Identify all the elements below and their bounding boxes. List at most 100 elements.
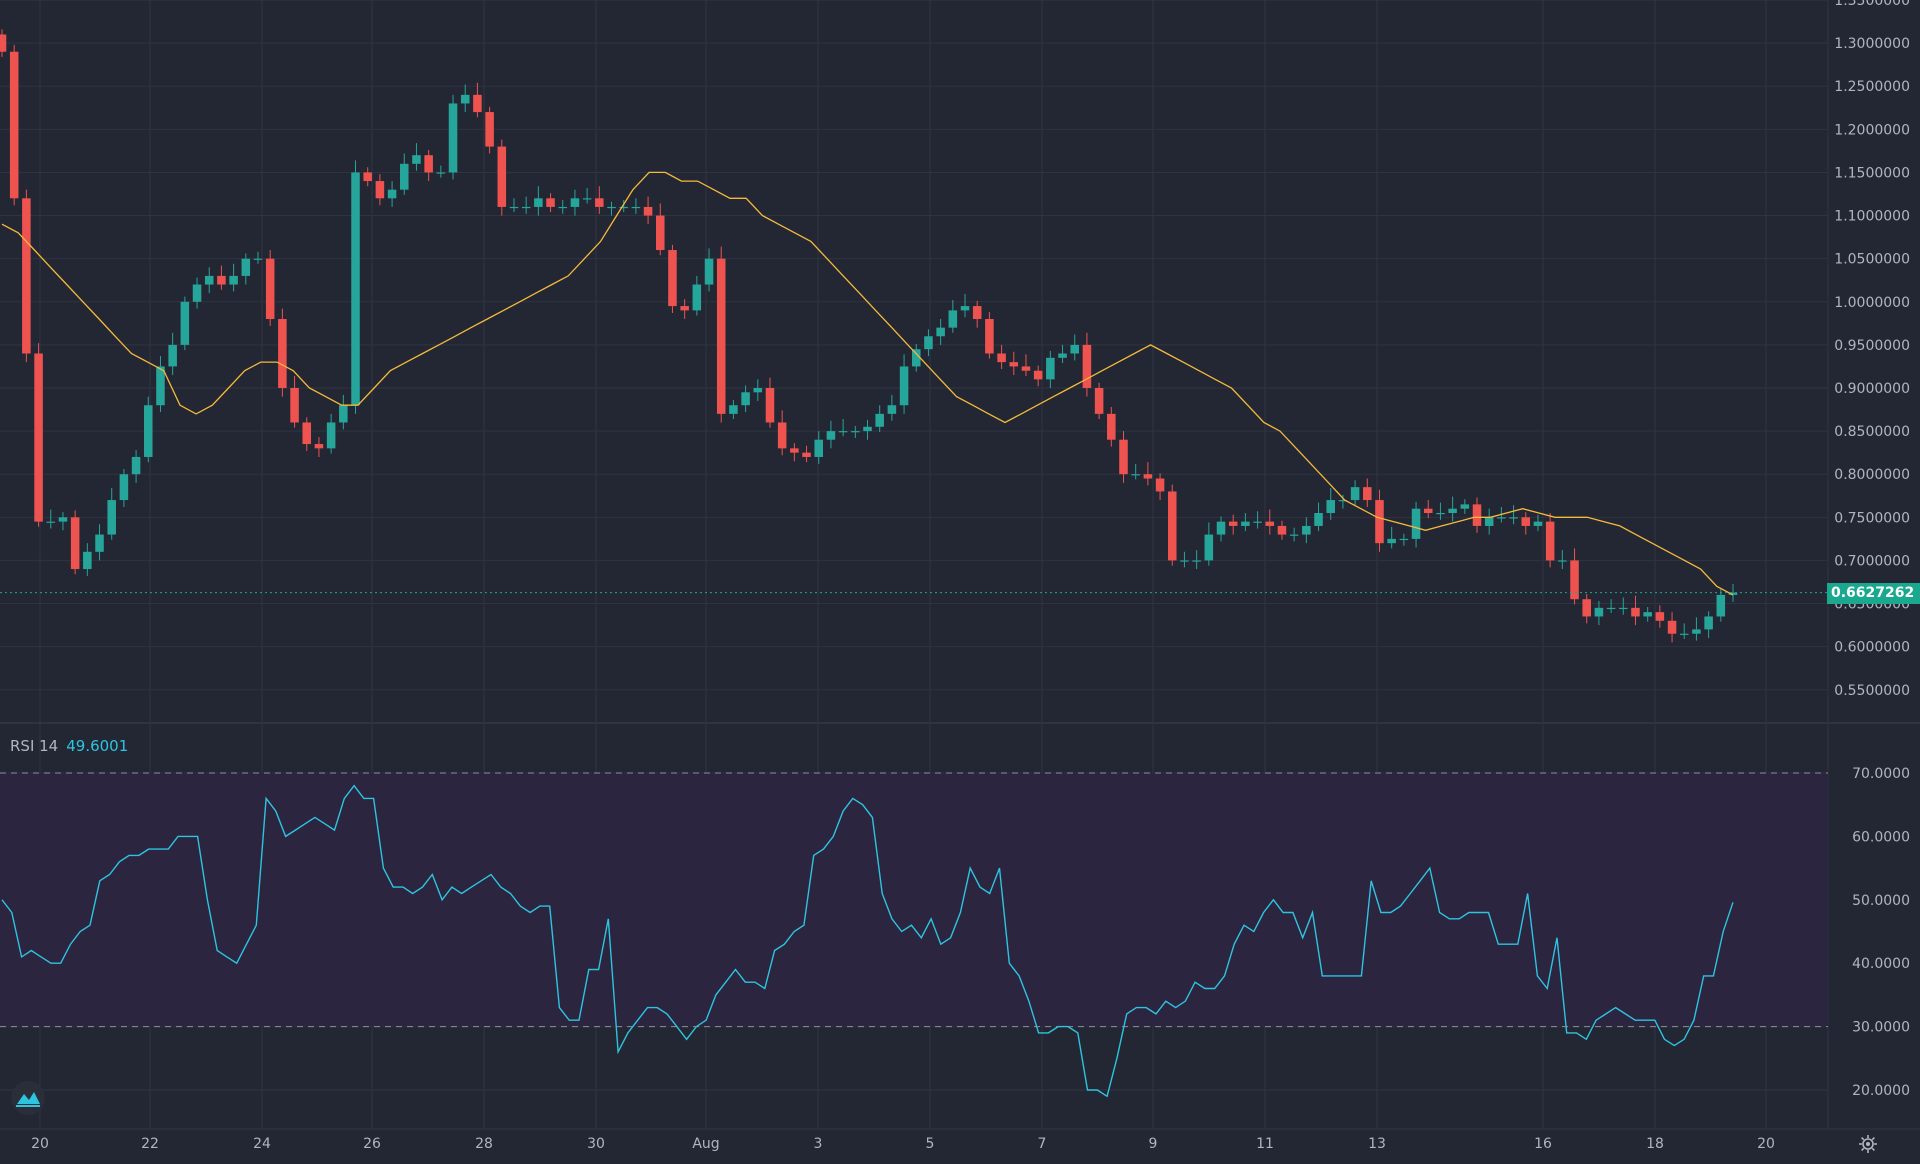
time-tick-label: 5 — [926, 1136, 935, 1152]
candle-body — [34, 353, 43, 522]
candle-body — [302, 422, 312, 445]
rsi-tick-label: 40.0000 — [1852, 956, 1910, 972]
price-tick-label: 0.8500000 — [1834, 424, 1910, 440]
candle-body — [1228, 521, 1238, 526]
candle-body — [1436, 513, 1445, 515]
candle-body — [643, 206, 653, 216]
candle-body — [1533, 521, 1543, 526]
candle-body — [1582, 599, 1591, 617]
candle-body — [1497, 517, 1506, 519]
candle-body — [363, 172, 372, 182]
tradingview-logo-icon[interactable] — [10, 1080, 46, 1116]
candle-body — [1692, 629, 1701, 634]
candle-body — [680, 306, 689, 311]
candle-body — [716, 258, 726, 414]
rsi-band — [0, 773, 1828, 1027]
rsi-tick-label: 60.0000 — [1852, 829, 1910, 845]
candle-body — [1314, 513, 1323, 526]
last-price-badge: 0.6627262 — [1827, 582, 1920, 604]
candle-body — [144, 405, 153, 457]
candle-body — [1289, 534, 1299, 536]
candle-body — [497, 146, 507, 207]
candle-body — [1241, 521, 1250, 526]
rsi-axis[interactable]: 70.0000 60.0000 50.0000 40.0000 30.0000 20.00… — [1852, 766, 1910, 1099]
price-tick-label: 0.9500000 — [1834, 338, 1910, 354]
candle-body — [582, 198, 592, 200]
price-axis[interactable]: 1.3500000 1.3000000 1.2500000 1.2000000 1.15… — [1834, 0, 1910, 699]
candle-body — [290, 387, 299, 423]
last-price-label: 0.6627262 — [1831, 584, 1915, 601]
candle-body — [217, 275, 226, 285]
candle-body — [241, 258, 251, 276]
candle-body — [1704, 616, 1713, 630]
candle-body — [887, 405, 897, 414]
price-tick-label: 1.3000000 — [1834, 36, 1910, 52]
candle-body — [119, 474, 129, 501]
candle-body — [1082, 344, 1092, 388]
time-tick-label: 18 — [1646, 1136, 1664, 1152]
rsi-tick-label: 30.0000 — [1852, 1020, 1910, 1036]
price-tick-label: 0.9000000 — [1834, 381, 1910, 397]
candle-body — [107, 500, 116, 535]
candle-body — [1277, 525, 1287, 535]
candle-body — [1387, 538, 1396, 544]
candle-body — [1423, 508, 1433, 514]
candle-body — [790, 448, 799, 453]
candle-body — [656, 215, 665, 251]
candle-body — [326, 422, 336, 449]
candle-body — [765, 387, 775, 423]
candle-body — [1216, 521, 1226, 535]
time-tick-label: 30 — [587, 1136, 605, 1152]
candle-body — [704, 258, 714, 285]
candle-body — [1009, 362, 1019, 367]
candle-body — [936, 327, 945, 337]
time-tick-label: 3 — [814, 1136, 823, 1152]
time-tick-label: 22 — [141, 1136, 159, 1152]
candle-body — [1167, 491, 1177, 561]
candle-body — [0, 34, 7, 52]
candle-body — [1594, 607, 1604, 617]
candle-body — [22, 198, 31, 354]
rsi-tick-label: 70.0000 — [1852, 766, 1910, 782]
candle-body — [229, 275, 238, 285]
candle-body — [1192, 560, 1201, 562]
time-tick-label: 11 — [1256, 1136, 1274, 1152]
candle-body — [1484, 517, 1494, 526]
candle-body — [1302, 525, 1311, 535]
candle-body — [814, 439, 824, 457]
rsi-tick-label: 50.0000 — [1852, 893, 1910, 909]
price-tick-label: 1.0500000 — [1834, 252, 1910, 268]
gear-icon[interactable] — [1858, 1134, 1878, 1154]
rsi-line — [1, 784, 1734, 1098]
rsi-tick-label: 20.0000 — [1852, 1083, 1910, 1099]
candle-body — [1338, 500, 1348, 502]
candle-body — [387, 189, 397, 199]
price-tick-label: 1.3500000 — [1834, 0, 1910, 9]
price-tick-label: 0.8000000 — [1834, 467, 1910, 483]
candle-body — [753, 387, 763, 393]
candle-body — [1509, 517, 1518, 519]
candle-body — [911, 349, 921, 367]
candle-body — [838, 431, 848, 433]
candle-body — [473, 94, 482, 113]
candle-body — [777, 422, 787, 449]
candle-body — [1643, 612, 1652, 617]
candle-body — [1558, 560, 1567, 562]
candle-body — [607, 206, 616, 209]
candle-body — [1046, 357, 1055, 380]
candle-body — [521, 206, 531, 209]
candle-body — [70, 517, 80, 570]
candle-body — [1472, 504, 1482, 526]
candle-body — [168, 344, 177, 367]
candle-body — [156, 366, 165, 406]
rsi-legend-value: 49.6001 — [66, 737, 129, 755]
candle-body — [1253, 521, 1262, 523]
candle-body — [826, 431, 836, 440]
moving-average-line — [1, 171, 1734, 596]
candle-body — [1448, 508, 1457, 514]
time-tick-label: 13 — [1368, 1136, 1386, 1152]
price-tick-label: 0.7000000 — [1834, 553, 1910, 569]
candle-body — [1606, 607, 1616, 610]
time-axis[interactable]: 20 22 24 26 28 30 Aug 3 5 7 9 11 13 16 18 20 — [31, 1136, 1775, 1152]
